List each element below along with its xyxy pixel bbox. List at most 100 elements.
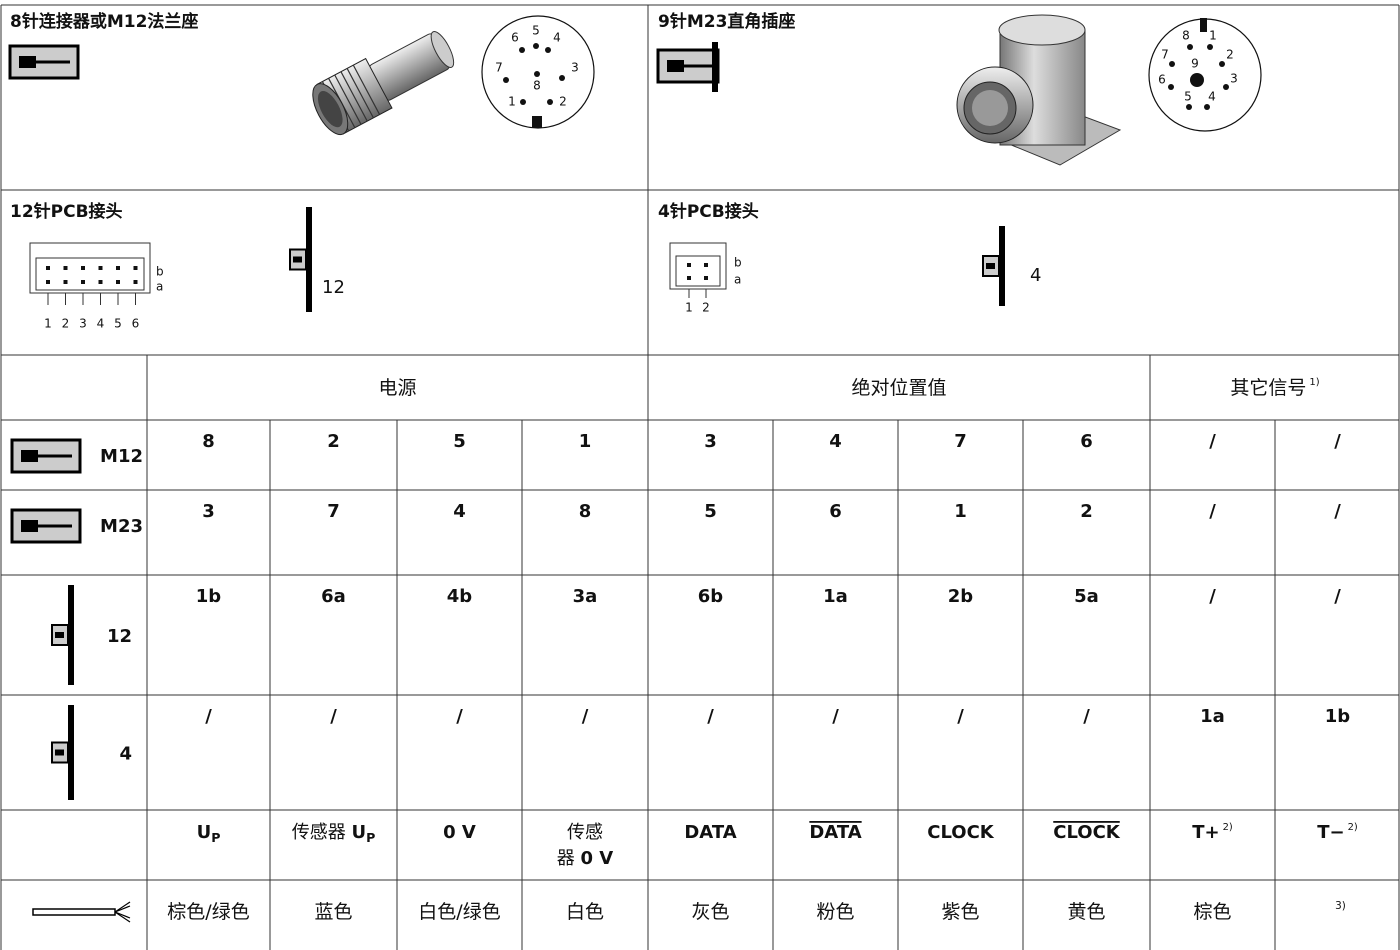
- pin-number: 8: [579, 501, 592, 522]
- connector-label: 4: [1030, 265, 1041, 286]
- pcb-header-inner: [35, 257, 145, 291]
- text-run: 蓝色: [314, 901, 352, 923]
- pin-number: /: [1334, 431, 1341, 452]
- pin-label: 3: [1230, 72, 1238, 86]
- pin-label: 1: [1209, 29, 1217, 43]
- pin-number: /: [330, 706, 337, 727]
- pin-number: 8: [202, 431, 215, 452]
- text-run: 绝对位置值: [851, 377, 946, 399]
- text-run: 棕色/绿色: [167, 901, 249, 923]
- text-run: 白色: [566, 901, 604, 923]
- text-run: 2): [1348, 822, 1358, 833]
- pin-label: 6: [511, 31, 519, 45]
- cell-text: 传感器 UP: [292, 822, 376, 845]
- pcb-pin: [63, 280, 68, 284]
- pcb-pin: [63, 266, 68, 270]
- pcb-pin: [46, 280, 50, 284]
- text-run: 0 V: [581, 848, 614, 869]
- pcb-pin: [98, 280, 103, 284]
- text-run: 0 V: [443, 822, 476, 843]
- cell-text: 粉色: [816, 901, 854, 923]
- pin-dot: [534, 71, 540, 77]
- pin-number: /: [1083, 706, 1090, 727]
- cable-icon-core: [21, 520, 38, 532]
- row-label: M12: [100, 446, 143, 467]
- pin-number: 1b: [1325, 706, 1351, 727]
- pin-dot: [547, 99, 553, 105]
- pin-number: 1b: [196, 586, 222, 607]
- text-run: P: [366, 830, 375, 845]
- row-label: a: [734, 273, 741, 287]
- pin-number: 4: [453, 501, 466, 522]
- pin-number: 5: [453, 431, 466, 452]
- pin-label: 1: [685, 301, 693, 315]
- pcb-header-body: [669, 242, 727, 290]
- text-run: T−: [1317, 822, 1344, 843]
- cell-text: 3): [1335, 900, 1346, 912]
- pin-label: 1: [44, 317, 52, 331]
- pin-number: 1a: [1200, 706, 1225, 727]
- pcb-pin: [46, 266, 50, 270]
- text-run: U: [197, 822, 212, 843]
- pcb-pin: [81, 266, 85, 270]
- pcb-pin: [116, 280, 120, 284]
- pin-number: /: [582, 706, 589, 727]
- pin-label: 7: [495, 61, 503, 75]
- pin-dot: [1168, 84, 1174, 90]
- pin-dot: [1186, 104, 1192, 110]
- pin-number: /: [456, 706, 463, 727]
- pin-number: 1: [954, 501, 967, 522]
- pin-label: 2: [1226, 48, 1234, 62]
- text-run: 白色/绿色: [418, 901, 500, 923]
- pin-number: /: [1209, 501, 1216, 522]
- pin-number: 4b: [447, 586, 473, 607]
- pin-dot: [1187, 44, 1193, 50]
- pin-label: 8: [533, 79, 541, 93]
- pin-label: 3: [571, 61, 579, 75]
- text-run: 其它信号: [1230, 377, 1306, 399]
- text-run: DATA: [809, 822, 861, 843]
- pcb-header-inner: [675, 255, 721, 287]
- pcb-icon-bar: [68, 585, 74, 685]
- pin-number: /: [205, 706, 212, 727]
- cell-text: 紫色: [941, 901, 979, 923]
- pcb-pin: [133, 266, 138, 270]
- pin-number: 2: [327, 431, 340, 452]
- pin-number: 3: [202, 501, 215, 522]
- pcb-pin: [98, 266, 103, 270]
- text-run: 黄色: [1067, 901, 1105, 923]
- pin-number: /: [707, 706, 714, 727]
- text-run: 3): [1335, 900, 1346, 912]
- pin-dot: [1219, 61, 1225, 67]
- connector-label: 12: [322, 277, 345, 298]
- pin-label: 5: [532, 24, 540, 38]
- cable-icon-core: [19, 56, 36, 68]
- text-run: 器: [557, 848, 581, 869]
- pcb-pin: [704, 263, 708, 267]
- row-label: a: [156, 280, 163, 294]
- pcb-pin: [704, 276, 708, 280]
- pin-number: 2: [1080, 501, 1093, 522]
- text-run: T+: [1192, 822, 1219, 843]
- pin-number: /: [1334, 586, 1341, 607]
- cell-text: T+ 2): [1192, 822, 1233, 843]
- pin-label: 9: [1191, 57, 1199, 71]
- text-run: 传感: [567, 822, 603, 843]
- text-run: 1): [1309, 377, 1319, 388]
- cell-text: 0 V: [443, 822, 476, 843]
- pcb-icon-bar: [306, 207, 312, 312]
- cell-text: 灰色: [691, 901, 729, 923]
- cell-text: UP: [197, 822, 221, 845]
- pcb-pin: [81, 280, 85, 284]
- pin-dot: [519, 47, 525, 53]
- pin-label: 3: [79, 317, 87, 331]
- pin-number: /: [957, 706, 964, 727]
- pin-number: 7: [954, 431, 967, 452]
- pin-dot: [1204, 104, 1210, 110]
- cell-text: 黄色: [1067, 901, 1105, 923]
- cell-text: T− 2): [1317, 822, 1358, 843]
- text-run: 灰色: [691, 901, 729, 923]
- text-run: U: [351, 822, 366, 843]
- pin-number: /: [1334, 501, 1341, 522]
